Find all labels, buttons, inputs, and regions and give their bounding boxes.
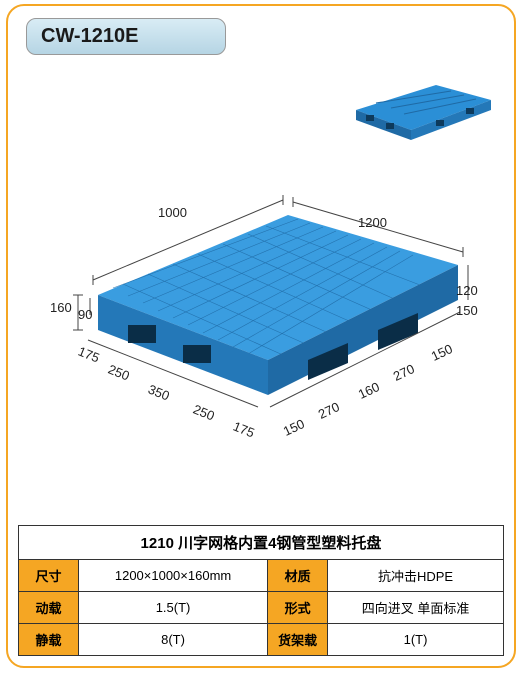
product-image-area: 1000 1200 160 90 120 150 175 250 350 250…: [8, 55, 514, 525]
spec-label-material: 材质: [268, 560, 328, 592]
dim-top-length: 1000: [158, 205, 187, 220]
dim-height-90: 90: [78, 307, 92, 322]
spec-value-form: 四向进叉 单面标准: [328, 592, 504, 624]
pallet-thumbnail: [346, 75, 496, 145]
model-code: CW-1210E: [41, 25, 138, 47]
spec-value-dynamic: 1.5(T): [79, 592, 268, 624]
spec-label-static: 静载: [19, 624, 79, 656]
dim-right-120: 120: [456, 283, 478, 298]
spec-value-size: 1200×1000×160mm: [79, 560, 268, 592]
product-card: CW-1210E: [6, 4, 516, 668]
dim-height-160: 160: [50, 300, 72, 315]
spec-label-size: 尺寸: [19, 560, 79, 592]
dim-right-150: 150: [456, 303, 478, 318]
spec-value-static: 8(T): [79, 624, 268, 656]
spec-value-rack: 1(T): [328, 624, 504, 656]
pallet-diagram: [48, 185, 478, 505]
spec-title: 1210 川字网格内置4钢管型塑料托盘: [19, 526, 504, 560]
spec-table: 1210 川字网格内置4钢管型塑料托盘 尺寸 1200×1000×160mm 材…: [18, 525, 504, 656]
dim-top-width: 1200: [358, 215, 387, 230]
model-badge: CW-1210E: [26, 18, 226, 55]
spec-label-form: 形式: [268, 592, 328, 624]
spec-label-rack: 货架载: [268, 624, 328, 656]
spec-value-material: 抗冲击HDPE: [328, 560, 504, 592]
spec-label-dynamic: 动载: [19, 592, 79, 624]
